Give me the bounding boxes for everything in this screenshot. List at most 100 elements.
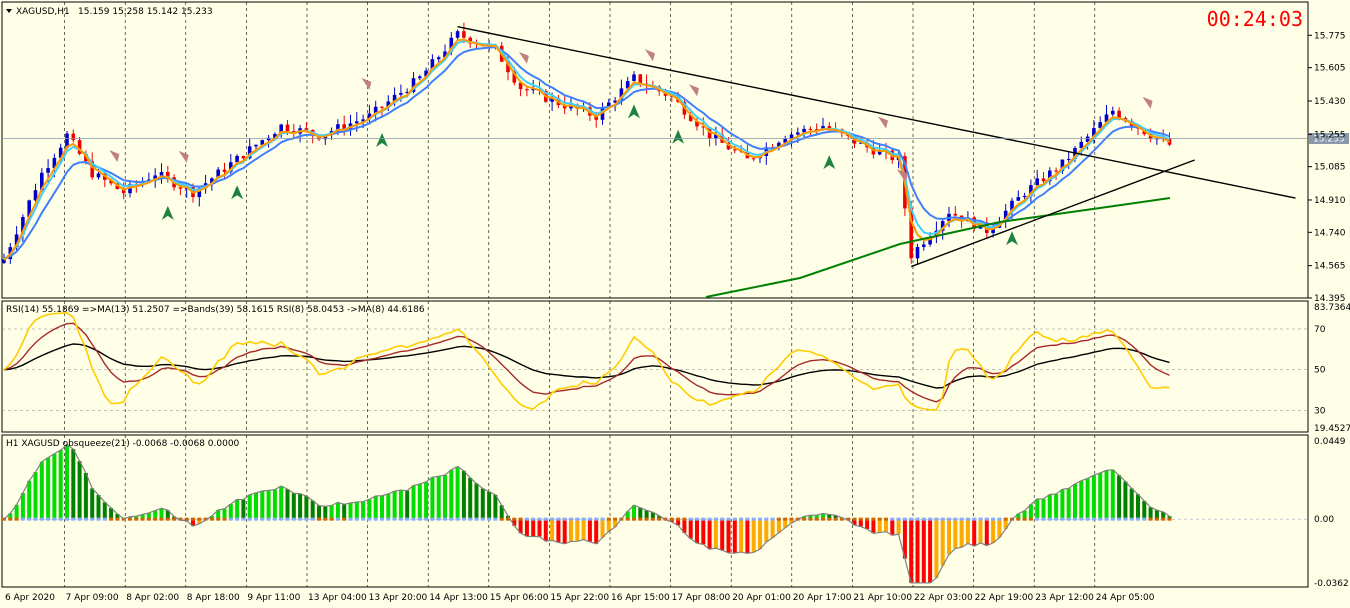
- squeeze-bar: [978, 519, 983, 543]
- squeeze-bar: [291, 493, 296, 520]
- squeeze-bar: [915, 519, 920, 583]
- squeeze-bar: [890, 519, 895, 536]
- squeeze-dot: [436, 517, 441, 521]
- squeeze-bar: [1142, 500, 1147, 520]
- sell-arrow-icon: [178, 150, 189, 163]
- squeeze-dot: [701, 517, 706, 521]
- squeeze-bar: [1073, 483, 1077, 520]
- squeeze-dot: [235, 517, 240, 521]
- ma-cyan-line: [3, 39, 1170, 260]
- candle-body: [247, 146, 252, 159]
- squeeze-bar: [487, 491, 492, 520]
- current-price-badge: [1309, 132, 1349, 144]
- squeeze-dot: [518, 517, 523, 521]
- sell-arrow-icon: [689, 84, 699, 97]
- candle-body: [928, 237, 932, 245]
- squeeze-bar: [247, 494, 252, 520]
- candle-body: [411, 78, 416, 92]
- time-label: 6 Apr 2020: [5, 593, 55, 603]
- candle-body: [827, 126, 832, 129]
- trendlines[interactable]: [457, 26, 1296, 268]
- trendline[interactable]: [910, 159, 1195, 268]
- squeeze-dot: [354, 517, 359, 521]
- squeeze-dot: [896, 517, 901, 521]
- squeeze-dot: [197, 517, 202, 521]
- moving-averages: [3, 38, 1171, 298]
- dropdown-triangle-icon[interactable]: [6, 9, 12, 13]
- squeeze-dot: [323, 517, 328, 521]
- sell-arrow-icon: [109, 150, 120, 163]
- price-axis: 15.775 15.605 15.430 15.255 15.085 14.910 14.7…: [1308, 31, 1346, 304]
- squeeze-bar: [1079, 480, 1084, 520]
- squeeze-bar: [115, 513, 120, 520]
- squeeze-bar: [1028, 504, 1033, 520]
- squeeze-bar: [329, 505, 334, 520]
- squeeze-dot: [726, 517, 731, 521]
- squeeze-dot: [902, 517, 907, 521]
- squeeze-histogram: [2, 444, 1308, 584]
- squeeze-dot: [839, 517, 844, 521]
- candle-body: [2, 259, 6, 263]
- symbol-header: XAGUSD,H1 15.159 15.258 15.142 15.233: [6, 7, 213, 17]
- squeeze-bar: [940, 519, 945, 566]
- squeeze-bar: [335, 502, 340, 520]
- squeeze-dot: [550, 517, 555, 521]
- time-label: 13 Apr 04:00: [308, 593, 367, 603]
- squeeze-bar: [518, 519, 523, 534]
- squeeze-bar: [153, 510, 158, 520]
- squeeze-dot: [720, 517, 725, 521]
- squeeze-bar: [884, 519, 888, 532]
- candle-body: [783, 138, 787, 143]
- candle-body: [229, 162, 233, 172]
- squeeze-dot: [638, 517, 643, 521]
- candle-body: [531, 89, 535, 91]
- candle-body: [58, 147, 63, 158]
- signal-arrows: [109, 49, 1153, 246]
- squeeze-dot: [342, 517, 347, 521]
- buy-arrow-icon: [161, 205, 174, 220]
- candle-body: [802, 128, 806, 133]
- squeeze-dot: [128, 517, 132, 521]
- candle-body: [367, 113, 372, 120]
- squeeze-bar: [543, 519, 548, 542]
- squeeze-bar: [102, 502, 107, 520]
- price-panel[interactable]: [1, 1, 1309, 299]
- squeeze-bar: [33, 472, 38, 520]
- squeeze-dot: [594, 517, 599, 521]
- squeeze-dot: [33, 517, 38, 521]
- squeeze-dot: [241, 517, 246, 521]
- squeeze-dot: [1066, 517, 1071, 521]
- candle-body: [279, 124, 283, 134]
- trendline[interactable]: [457, 26, 1296, 199]
- squeeze-bar: [1098, 472, 1103, 520]
- squeeze-bar: [947, 519, 951, 555]
- squeeze-dot: [153, 517, 158, 521]
- squeeze-bar: [644, 510, 649, 520]
- squeeze-dot: [298, 517, 303, 521]
- candle-body: [632, 74, 636, 82]
- squeeze-title: H1 XAGUSD obsqueeze(21) -0.0068 -0.0068 …: [6, 439, 240, 449]
- squeeze-dot: [386, 517, 391, 521]
- candle-body: [166, 172, 170, 178]
- squeeze-bar: [455, 466, 460, 520]
- candle-body: [178, 187, 183, 189]
- squeeze-bar: [745, 519, 750, 554]
- current-price-label: 15.233: [1313, 134, 1345, 144]
- squeeze-dot: [909, 517, 914, 521]
- candle-body: [619, 88, 624, 101]
- price-tick-label: 14.740: [1314, 228, 1346, 238]
- squeeze-bar: [676, 519, 681, 526]
- squeeze-dot: [146, 517, 151, 521]
- squeeze-bar: [228, 504, 233, 520]
- candle-body: [21, 216, 25, 235]
- squeeze-bar: [776, 519, 781, 533]
- squeeze-dot: [613, 517, 618, 521]
- squeeze-dot: [827, 517, 832, 521]
- candle-body: [197, 188, 202, 198]
- candle-body: [468, 37, 472, 44]
- candle-body: [210, 178, 214, 184]
- squeeze-bar: [506, 515, 510, 520]
- ma-blue-line: [3, 46, 1170, 260]
- ma-orange-line: [3, 38, 1171, 261]
